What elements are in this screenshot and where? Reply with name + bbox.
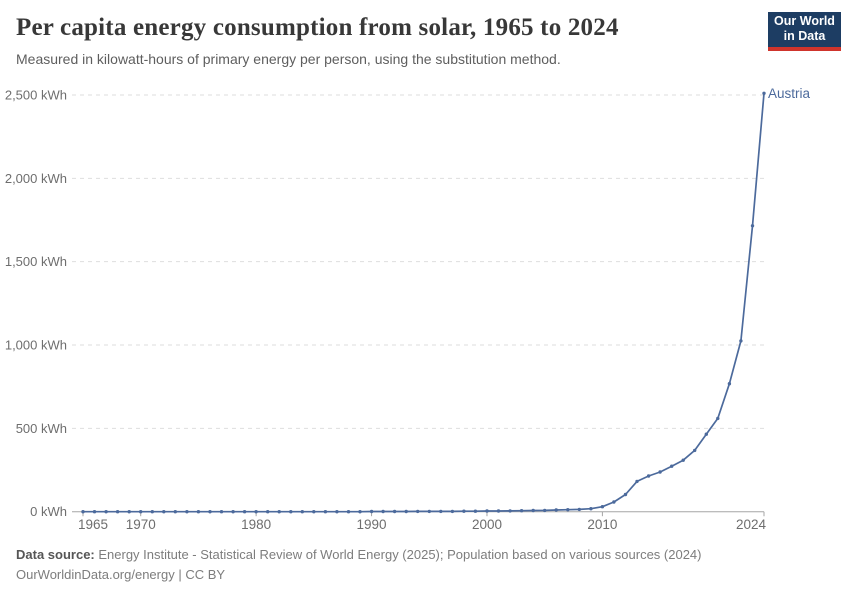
data-point (139, 510, 143, 514)
x-axis-tick-label: 1970 (126, 517, 156, 532)
page-title: Per capita energy consumption from solar… (16, 14, 619, 41)
y-axis-tick-label: 2,000 kWh (5, 171, 67, 186)
data-point (681, 458, 685, 462)
data-point (381, 509, 385, 514)
entity-label: Austria (768, 86, 811, 101)
data-source-label: Data source: (16, 547, 95, 562)
owid-logo-line1: Our World (774, 14, 835, 28)
owid-logo-line2: in Data (783, 29, 826, 43)
data-point (439, 509, 443, 514)
data-point (231, 510, 235, 514)
data-point (635, 479, 639, 484)
data-point (658, 470, 662, 474)
data-point (450, 509, 455, 514)
data-point (762, 91, 766, 96)
data-point (358, 510, 362, 514)
data-point (300, 510, 304, 514)
license-line: OurWorldinData.org/energy | CC BY (16, 566, 226, 582)
data-point (519, 509, 524, 513)
data-point (219, 510, 224, 514)
y-axis-tick-label: 500 kWh (16, 421, 67, 436)
data-point (369, 509, 374, 514)
data-point (92, 510, 97, 514)
data-point (427, 509, 431, 514)
data-point (150, 510, 154, 514)
y-axis-tick-label: 1,500 kWh (5, 254, 67, 269)
data-point (750, 224, 755, 228)
y-axis-tick-label: 0 kWh (30, 504, 67, 519)
data-point (162, 510, 166, 514)
data-point (704, 432, 708, 436)
data-point (577, 507, 581, 512)
data-point (473, 509, 478, 513)
data-point (589, 507, 593, 511)
data-point (693, 448, 697, 453)
x-axis-tick-label: 1980 (241, 517, 271, 532)
data-point (127, 510, 131, 514)
x-axis-tick-label: 2000 (472, 517, 502, 532)
data-point (289, 510, 293, 514)
data-point (323, 510, 328, 514)
data-point (612, 500, 616, 504)
data-point (600, 505, 605, 509)
data-point (277, 510, 281, 514)
data-point (254, 510, 258, 514)
data-point (554, 508, 558, 512)
data-point (404, 509, 408, 514)
data-source-text: Energy Institute - Statistical Review of… (94, 547, 702, 562)
data-point (242, 510, 247, 514)
x-axis-tick-label: 2024 (736, 517, 767, 532)
data-point (543, 508, 547, 513)
data-point (623, 492, 628, 497)
x-axis-tick-label: 1990 (357, 517, 387, 532)
data-point (81, 510, 85, 514)
data-point (496, 509, 501, 513)
owid-logo: Our World in Data (768, 12, 841, 51)
data-point (392, 509, 397, 514)
data-point (727, 382, 732, 386)
data-point (104, 510, 108, 514)
data-line (82, 92, 765, 513)
data-point (115, 510, 120, 514)
data-point (196, 510, 201, 514)
data-point (462, 509, 466, 513)
data-point (646, 474, 651, 478)
data-point (346, 510, 351, 514)
data-source-line: Data source: Energy Institute - Statisti… (16, 545, 701, 565)
data-point (185, 510, 189, 514)
data-point (266, 510, 270, 514)
data-point (312, 510, 316, 514)
data-point (670, 464, 674, 468)
data-point (508, 509, 512, 513)
data-point (485, 509, 489, 513)
data-point (173, 510, 177, 514)
x-axis-tick-label: 1965 (78, 517, 108, 532)
chart-subtitle: Measured in kilowatt-hours of primary en… (16, 51, 561, 67)
data-point (208, 510, 212, 514)
y-axis-tick-label: 1,000 kWh (5, 338, 67, 353)
data-point (739, 339, 743, 343)
y-axis-tick-label: 2,500 kWh (5, 88, 67, 103)
data-point (716, 416, 720, 421)
data-point (335, 510, 339, 514)
x-axis-tick-label: 2010 (587, 517, 617, 532)
data-point (416, 509, 420, 514)
data-point (531, 508, 535, 513)
chart-footer: Data source: Energy Institute - Statisti… (16, 545, 701, 584)
data-point (566, 508, 570, 512)
